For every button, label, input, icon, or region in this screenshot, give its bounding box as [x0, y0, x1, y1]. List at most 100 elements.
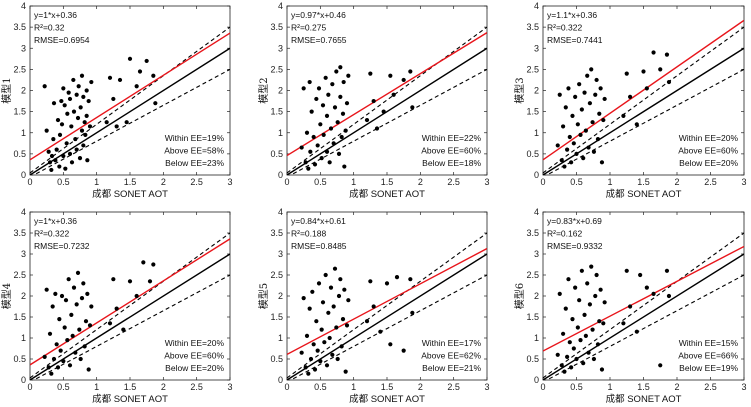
data-point: [151, 73, 156, 78]
data-point: [63, 298, 69, 303]
data-point: [306, 166, 311, 171]
data-point: [312, 367, 318, 372]
data-point: [51, 356, 57, 362]
data-point: [338, 277, 343, 282]
data-point: [575, 325, 580, 330]
data-point: [303, 160, 308, 165]
y-tick-label: 1: [278, 128, 283, 138]
fit-stats-line: y=0.97*x+0.46: [291, 10, 346, 20]
data-point: [577, 298, 582, 303]
data-point: [85, 158, 90, 163]
y-tick-label: 1.5: [270, 312, 283, 322]
y-tick-label: 0: [278, 170, 283, 180]
chart-panel-1: 0 0.5 1 1.5 2 2.5 3 0 0.5 1 1.5 2 2.5 3 3.5 4 y=1*x+0.36…: [0, 1, 233, 200]
data-point: [57, 317, 62, 322]
x-tick-label: 1: [94, 382, 99, 392]
y-axis-label: 模型4: [0, 283, 13, 309]
data-point: [601, 117, 606, 123]
x-tick-label: 0: [540, 382, 545, 392]
data-point: [567, 340, 572, 345]
data-point: [590, 327, 595, 332]
data-point: [391, 92, 396, 97]
data-point: [61, 153, 66, 159]
data-point: [89, 79, 94, 85]
ee-summary-line: Below EE=20%: [165, 363, 224, 373]
data-point: [559, 363, 564, 368]
y-tick-label: 4: [534, 207, 539, 217]
data-point: [59, 293, 65, 299]
y-tick-label: 1.5: [526, 312, 539, 322]
data-point: [368, 279, 373, 284]
chart-panel-5: 0 0.5 1 1.5 2 2.5 3 0 0.5 1 1.5 2 2.5 3 3.5 4 y=0.84*x+0…: [257, 207, 490, 405]
ee-summary-line: Above EE=60%: [164, 351, 224, 361]
one-to-one-line: [287, 47, 487, 175]
data-point: [61, 86, 66, 91]
data-point: [134, 293, 139, 299]
data-point: [111, 277, 116, 282]
data-point: [327, 160, 332, 165]
fit-stats-line: y=0.83*x+0.69: [547, 216, 602, 226]
y-tick-label: 0.5: [526, 149, 539, 159]
data-point: [591, 356, 597, 362]
data-point: [644, 86, 649, 91]
data-point: [65, 111, 70, 116]
data-point: [651, 50, 656, 55]
fit-stats: y=1*x+0.36 R²=0.322 RMSE=0.7232: [34, 216, 90, 251]
y-tick-label: 1.5: [526, 107, 539, 117]
ee-summary-line: Within EE=19%: [165, 133, 225, 143]
data-point: [76, 84, 81, 89]
y-tick-label: 3.5: [270, 228, 283, 238]
fit-stats-line: y=1*x+0.36: [34, 216, 77, 226]
data-point: [408, 69, 413, 74]
data-point: [342, 164, 347, 169]
data-point: [569, 365, 574, 370]
data-point: [410, 310, 415, 315]
x-tick-label: 0.5: [57, 382, 70, 392]
data-point: [49, 371, 54, 376]
data-point: [311, 134, 316, 140]
data-point: [320, 300, 326, 305]
data-point: [42, 354, 47, 359]
y-tick-label: 1.5: [270, 107, 283, 117]
fit-stats-line: R²=0.162: [547, 229, 582, 239]
fit-line: [543, 245, 744, 352]
data-point: [78, 356, 83, 362]
y-axis-label: 模型5: [257, 283, 270, 309]
data-point: [107, 321, 113, 326]
x-axis-label: 成都 SONET AOT: [92, 188, 168, 200]
x-tick-label: 1.5: [124, 177, 137, 187]
scatter-points: [299, 266, 415, 376]
chart-panel-4: 0 0.5 1 1.5 2 2.5 3 0 0.5 1 1.5 2 2.5 3 3.5 4 y=1*x+0.36…: [0, 207, 233, 405]
data-point: [62, 103, 67, 108]
y-tick-label: 3: [278, 43, 283, 53]
data-point: [587, 101, 593, 106]
x-tick-label: 0.5: [314, 177, 327, 187]
data-point: [69, 312, 74, 317]
data-point: [594, 272, 599, 278]
y-tick-label: 2.5: [13, 270, 26, 280]
data-point: [87, 124, 93, 129]
ee-lower-line: [545, 68, 744, 175]
data-point: [82, 344, 87, 349]
data-point: [44, 128, 49, 133]
data-point: [55, 117, 61, 123]
data-point: [561, 124, 566, 129]
scatter-points: [42, 260, 156, 376]
data-point: [82, 120, 87, 125]
data-point: [77, 327, 82, 332]
data-point: [67, 96, 73, 102]
data-point: [343, 128, 348, 133]
data-point: [79, 128, 85, 133]
data-point: [78, 105, 83, 110]
x-tick-label: 2: [161, 177, 166, 187]
ee-summary-line: Within EE=15%: [679, 338, 739, 348]
fit-line: [543, 19, 744, 161]
data-point: [394, 275, 400, 280]
data-point: [308, 356, 314, 362]
y-tick-label: 1: [278, 333, 283, 343]
scatter-points: [555, 264, 672, 374]
data-point: [320, 103, 326, 108]
fit-stats-line: y=1.1*x+0.36: [547, 10, 597, 20]
data-point: [593, 293, 598, 299]
